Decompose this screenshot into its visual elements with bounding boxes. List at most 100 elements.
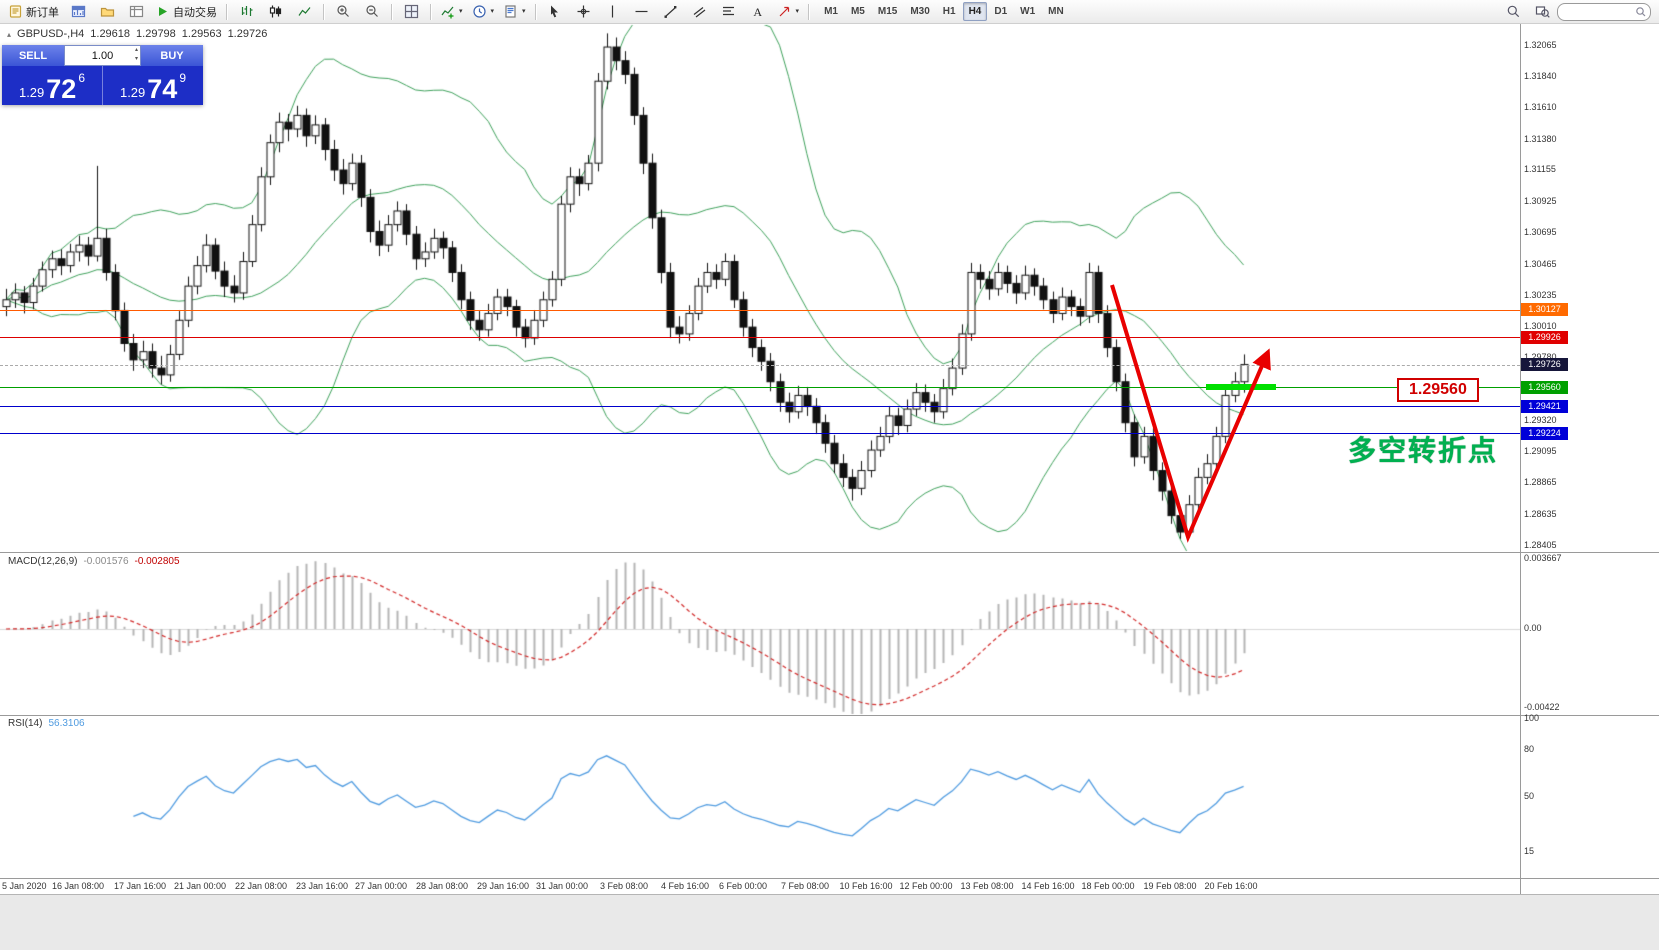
vertical-line-button[interactable] <box>599 1 627 23</box>
new-order-button[interactable]: 新订单 <box>4 1 63 23</box>
fibonacci-button[interactable] <box>715 1 743 23</box>
macd-label: MACD(12,26,9) -0.001576 -0.002805 <box>8 556 180 567</box>
search-input[interactable] <box>1557 2 1651 21</box>
price-axis-label: 1.29095 <box>1524 445 1557 456</box>
crosshair-button[interactable] <box>570 1 598 23</box>
time-axis-label: 23 Jan 16:00 <box>295 881 349 891</box>
macd-name: MACD(12,26,9) <box>8 556 78 567</box>
sell-price-small: 1.29 <box>18 85 45 100</box>
line-chart-button[interactable] <box>290 1 318 23</box>
time-axis-label: 6 Feb 00:00 <box>718 881 768 891</box>
hline-1.30127[interactable] <box>0 310 1520 311</box>
price-axis-label: 1.28865 <box>1524 477 1557 488</box>
rsi-axis-label: 50 <box>1524 791 1535 801</box>
price-tag: 1.29726 <box>1521 358 1568 371</box>
pane-divider-macd[interactable] <box>0 552 1659 553</box>
chart-plot-area[interactable] <box>0 0 1520 878</box>
timeframe-button-w1[interactable]: W1 <box>1020 6 1036 17</box>
charts-button[interactable] <box>64 1 92 23</box>
time-axis-label: 20 Feb 16:00 <box>1204 881 1258 891</box>
cursor-button[interactable] <box>541 1 569 23</box>
arrows-icon <box>779 6 789 17</box>
price-axis-label: 1.30695 <box>1524 227 1557 238</box>
timeframe-button-mn[interactable]: MN <box>1048 6 1064 17</box>
separator <box>391 3 392 20</box>
indicators-button[interactable]: ▾ <box>436 1 467 23</box>
horizontal-line-button[interactable] <box>628 1 656 23</box>
timeframe-group: M1 M5 M15 M30 H1 H4 D1 W1 MN <box>818 2 1070 21</box>
price-axis-label: 1.30010 <box>1524 320 1557 331</box>
new-order-icon <box>9 5 22 18</box>
toolbar: 新订单 自动交易 <box>0 0 1659 24</box>
separator <box>808 3 810 20</box>
price-tag: 1.29926 <box>1521 331 1568 344</box>
timeframe-button-m1[interactable]: M1 <box>824 6 838 17</box>
search-zoom-button[interactable] <box>1499 1 1527 23</box>
pane-divider-rsi[interactable] <box>0 715 1659 716</box>
timeframe-button-h4[interactable]: H4 <box>962 2 988 21</box>
hline-1.29224[interactable] <box>0 433 1520 434</box>
volume-input[interactable]: 1.00 ▴ ▾ <box>64 45 141 66</box>
symbol-search-button[interactable] <box>1528 1 1556 23</box>
autotrade-label: 自动交易 <box>173 6 217 19</box>
periods-button[interactable]: ▾ <box>468 1 499 23</box>
indicators-icon <box>441 6 454 19</box>
timeframe-button-d1[interactable]: D1 <box>994 6 1008 17</box>
candlestick-chart-button[interactable] <box>261 1 289 23</box>
templates-icon <box>505 5 516 18</box>
timeframe-button-m5[interactable]: M5 <box>850 6 865 17</box>
templates-button[interactable]: ▾ <box>499 1 530 23</box>
fibonacci-icon <box>723 6 735 16</box>
tile-windows-button[interactable] <box>397 1 425 23</box>
buy-button[interactable]: BUY <box>141 45 203 66</box>
price-callout[interactable]: 1.29560 <box>1397 378 1479 402</box>
hline-1.29421[interactable] <box>0 406 1520 407</box>
tile-windows-icon <box>404 4 418 19</box>
timeframe-button-m15[interactable]: M15 <box>877 6 898 17</box>
price-axis-label: 1.31840 <box>1524 70 1557 81</box>
symbol-marker-icon: ▴ <box>7 29 12 39</box>
hline-1.29926[interactable] <box>0 337 1520 338</box>
hline-1.29726[interactable] <box>0 365 1520 366</box>
macd-axis-label: 0.00 <box>1524 623 1542 633</box>
sell-price-big: 72 <box>46 74 77 104</box>
sell-price[interactable]: 1.29 72 6 <box>2 66 103 105</box>
profiles-button[interactable] <box>93 1 121 23</box>
zoom-in-button[interactable] <box>329 1 357 23</box>
bar-chart-button[interactable] <box>232 1 260 23</box>
price-axis-label: 1.29320 <box>1524 415 1557 425</box>
price-axis-label: 1.29780 <box>1524 352 1557 362</box>
spin-up-icon[interactable]: ▴ <box>134 47 138 53</box>
timeframe-button-m30[interactable]: M30 <box>910 6 930 17</box>
support-highlight[interactable] <box>1206 384 1276 390</box>
open-value: 1.29618 <box>90 28 131 40</box>
volume-spinner[interactable]: ▴ ▾ <box>135 46 138 64</box>
zoom-out-button[interactable] <box>358 1 386 23</box>
text-button[interactable]: A <box>744 1 772 23</box>
turning-point-note[interactable]: 多空转折点 <box>1348 435 1499 466</box>
arrows-button[interactable]: ▾ <box>773 1 804 23</box>
time-axis-label: 3 Feb 08:00 <box>599 881 649 891</box>
timeframe-button-h1[interactable]: H1 <box>942 6 956 17</box>
svg-text:A: A <box>753 5 762 19</box>
rsi-label: RSI(14) 56.3106 <box>8 718 85 729</box>
trendline-button[interactable] <box>657 1 685 23</box>
hline-1.2956[interactable] <box>0 387 1520 388</box>
periods-icon <box>472 5 486 18</box>
spin-down-icon[interactable]: ▾ <box>134 56 138 62</box>
price-tag: 1.30127 <box>1521 303 1568 316</box>
time-axis-label: 10 Feb 16:00 <box>839 881 893 891</box>
autotrade-button[interactable]: 自动交易 <box>151 1 221 23</box>
rsi-axis-label: 100 <box>1524 713 1540 723</box>
buy-price[interactable]: 1.29 74 9 <box>103 66 203 105</box>
macd-axis-label: 0.003667 <box>1524 553 1562 563</box>
macd-signal-value: -0.002805 <box>134 556 180 567</box>
channel-button[interactable] <box>686 1 714 23</box>
sell-button[interactable]: SELL <box>2 45 64 66</box>
dropdown-caret-icon: ▾ <box>459 8 463 15</box>
price-tag: 1.29560 <box>1521 381 1568 394</box>
rsi-axis-label: 15 <box>1524 846 1535 856</box>
market-watch-button[interactable] <box>122 1 150 23</box>
time-axis-divider <box>0 878 1659 879</box>
